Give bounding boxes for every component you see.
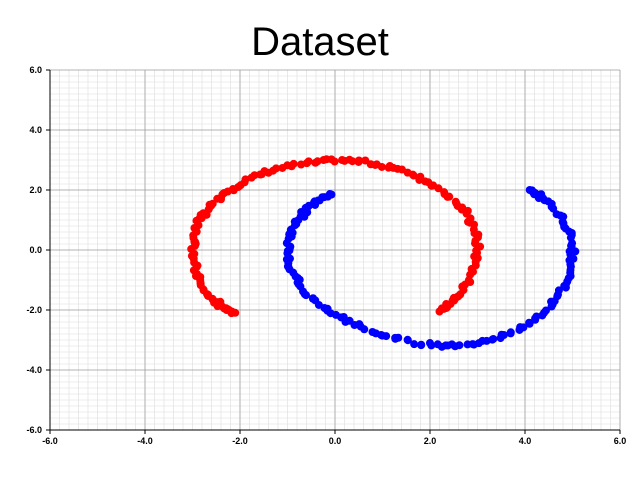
data-point xyxy=(427,341,436,350)
data-point xyxy=(417,341,426,350)
data-point xyxy=(434,184,443,193)
data-point xyxy=(554,286,563,295)
x-tick-label: 4.0 xyxy=(519,436,532,446)
series-blue xyxy=(282,186,580,351)
y-tick-label: -2.0 xyxy=(26,305,42,315)
data-point xyxy=(445,192,454,201)
series-red xyxy=(187,155,485,318)
data-point xyxy=(302,291,311,300)
x-tick-label: -6.0 xyxy=(42,436,58,446)
data-point xyxy=(289,159,298,168)
y-tick-label: 4.0 xyxy=(29,125,42,135)
data-point xyxy=(330,157,339,166)
data-point xyxy=(410,340,419,349)
data-point xyxy=(541,306,550,315)
data-point xyxy=(525,186,534,194)
data-point xyxy=(394,333,403,342)
data-point xyxy=(506,328,515,337)
x-tick-label: 2.0 xyxy=(424,436,437,446)
y-tick-label: 2.0 xyxy=(29,185,42,195)
data-point xyxy=(455,341,464,350)
y-tick-label: 0.0 xyxy=(29,245,42,255)
data-point xyxy=(311,200,320,209)
data-point xyxy=(435,307,444,316)
y-tick-label: -4.0 xyxy=(26,365,42,375)
data-point xyxy=(304,157,313,166)
chart-title: Dataset xyxy=(251,20,389,64)
data-point xyxy=(519,323,528,332)
data-point xyxy=(354,157,363,166)
data-point xyxy=(377,162,386,171)
x-tick-label: 0.0 xyxy=(329,436,342,446)
data-point xyxy=(499,331,508,340)
x-tick-label: -2.0 xyxy=(232,436,248,446)
x-tick-label: 6.0 xyxy=(614,436,627,446)
data-point xyxy=(525,319,534,328)
data-point xyxy=(313,157,322,166)
data-point xyxy=(272,164,281,173)
data-point xyxy=(403,335,412,344)
y-tick-label: 6.0 xyxy=(29,65,42,75)
y-tick-label: -6.0 xyxy=(26,425,42,435)
data-point xyxy=(241,175,250,184)
data-point xyxy=(382,332,391,341)
x-tick-label: -4.0 xyxy=(137,436,153,446)
data-point xyxy=(409,171,418,180)
data-point xyxy=(348,157,357,166)
data-point xyxy=(360,325,369,334)
data-point xyxy=(488,335,497,344)
